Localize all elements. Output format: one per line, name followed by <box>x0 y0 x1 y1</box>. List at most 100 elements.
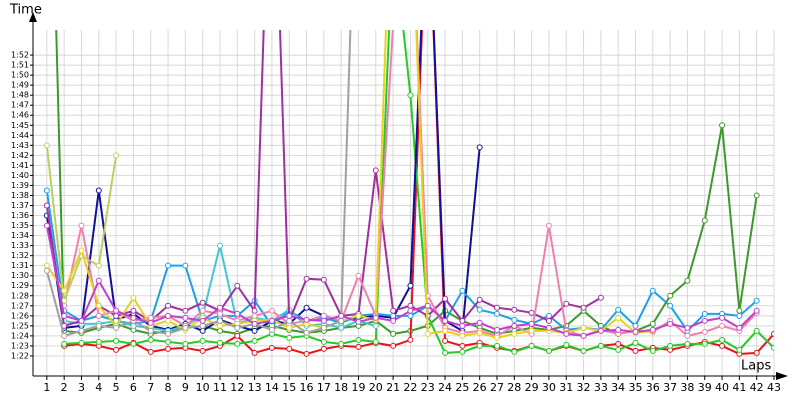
point <box>459 332 466 339</box>
point <box>615 340 622 347</box>
point <box>303 304 310 311</box>
y-tick-label: 1:31 <box>11 261 29 270</box>
point <box>182 324 189 331</box>
y-axis-arrow <box>29 12 37 22</box>
point <box>165 312 172 319</box>
x-tick-label: 31 <box>559 381 573 394</box>
point <box>753 192 760 199</box>
y-tick-label: 1:42 <box>11 151 29 160</box>
point <box>251 327 258 334</box>
point <box>43 142 50 149</box>
point <box>78 317 85 324</box>
point <box>355 312 362 319</box>
point <box>390 330 397 337</box>
point <box>182 262 189 269</box>
point <box>147 348 154 355</box>
x-tick-label: 12 <box>230 381 244 394</box>
point <box>390 307 397 314</box>
point <box>719 122 726 129</box>
point <box>303 316 310 323</box>
point <box>667 292 674 299</box>
point <box>615 314 622 321</box>
point <box>130 307 137 314</box>
x-tick-label: 8 <box>165 381 172 394</box>
point <box>95 262 102 269</box>
point <box>130 294 137 301</box>
x-tick-label: 29 <box>525 381 539 394</box>
point <box>632 328 639 335</box>
point <box>528 309 535 316</box>
point <box>165 302 172 309</box>
x-tick-label: 27 <box>490 381 504 394</box>
point <box>667 302 674 309</box>
x-tick-label: 35 <box>628 381 642 394</box>
point <box>199 307 206 314</box>
x-tick-label: 32 <box>577 381 591 394</box>
point <box>545 222 552 229</box>
point <box>476 306 483 313</box>
point <box>182 307 189 314</box>
point <box>234 282 241 289</box>
point <box>753 349 760 356</box>
x-tick-label: 11 <box>213 381 227 394</box>
y-tick-label: 1:27 <box>11 301 29 310</box>
point <box>216 327 223 334</box>
point <box>216 339 223 346</box>
point <box>753 327 760 334</box>
y-tick-label: 1:32 <box>11 251 29 260</box>
point <box>338 317 345 324</box>
y-tick-label: 1:25 <box>11 321 29 330</box>
point <box>719 336 726 343</box>
x-tick-label: 26 <box>473 381 487 394</box>
y-tick-label: 1:50 <box>11 71 29 80</box>
point <box>667 342 674 349</box>
y-tick-label: 1:30 <box>11 271 29 280</box>
point <box>701 317 708 324</box>
y-tick-label: 1:40 <box>11 171 29 180</box>
point <box>234 332 241 339</box>
x-tick-label: 18 <box>334 381 348 394</box>
point <box>701 340 708 347</box>
point <box>130 322 137 329</box>
y-tick-label: 1:46 <box>11 111 29 120</box>
point <box>493 326 500 333</box>
point <box>563 300 570 307</box>
point <box>43 222 50 229</box>
point <box>701 217 708 224</box>
point <box>165 317 172 324</box>
point <box>476 342 483 349</box>
point <box>372 338 379 345</box>
point <box>216 310 223 317</box>
point <box>493 342 500 349</box>
point <box>649 320 656 327</box>
point <box>649 347 656 354</box>
point <box>303 275 310 282</box>
point <box>684 332 691 339</box>
y-tick-label: 1:39 <box>11 181 29 190</box>
point <box>493 304 500 311</box>
y-tick-label: 1:45 <box>11 121 29 130</box>
point <box>511 322 518 329</box>
x-tick-label: 16 <box>300 381 314 394</box>
point <box>216 322 223 329</box>
y-tick-label: 1:24 <box>11 331 29 340</box>
point <box>147 319 154 326</box>
point <box>719 322 726 329</box>
point <box>684 340 691 347</box>
point <box>476 319 483 326</box>
x-tick-label: 22 <box>403 381 417 394</box>
point <box>684 324 691 331</box>
point <box>701 328 708 335</box>
point <box>649 326 656 333</box>
point <box>476 329 483 336</box>
point <box>234 340 241 347</box>
y-tick-label: 1:43 <box>11 141 29 150</box>
point <box>580 304 587 311</box>
point <box>251 349 258 356</box>
point <box>286 317 293 324</box>
point <box>372 314 379 321</box>
point <box>43 202 50 209</box>
y-tick-label: 1:33 <box>11 241 29 250</box>
point <box>476 144 483 151</box>
point <box>355 343 362 350</box>
